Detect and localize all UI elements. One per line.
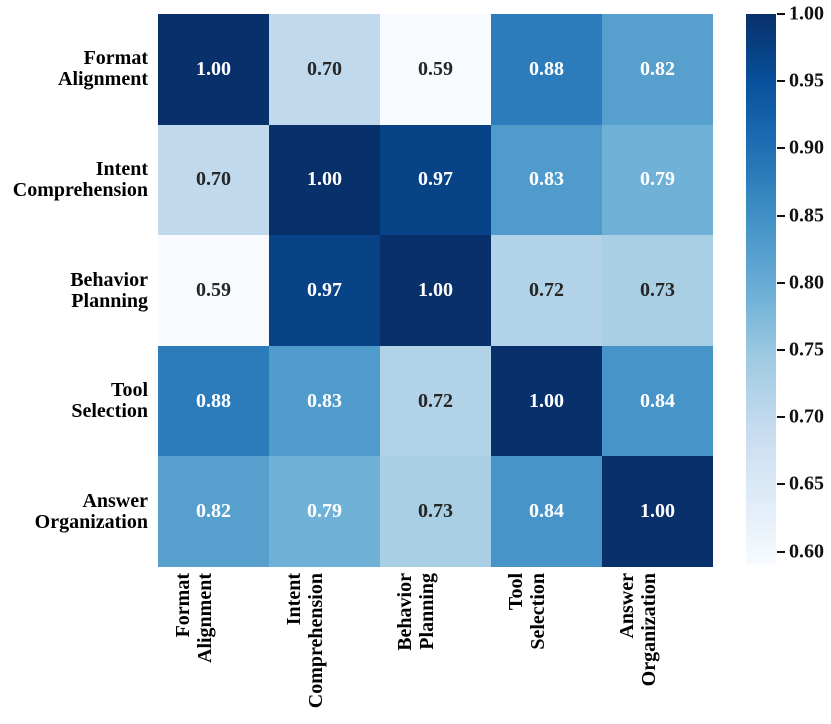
colorbar-tick-mark <box>777 214 785 217</box>
colorbar-tick-mark <box>777 147 785 150</box>
heatmap-cell: 0.70 <box>269 14 380 125</box>
colorbar-gradient <box>746 14 776 565</box>
heatmap-cell: 0.88 <box>491 14 602 125</box>
heatmap-cell: 0.59 <box>380 14 491 125</box>
heatmap-cell: 0.70 <box>158 124 269 236</box>
colorbar-tick-mark <box>777 80 785 83</box>
heatmap-cell: 0.59 <box>158 235 269 346</box>
heatmap-grid: 1.00 0.70 0.59 0.88 0.82 0.70 1.00 0.97 0.83 0.79… <box>158 14 713 567</box>
heatmap-cell: 0.88 <box>158 345 269 457</box>
col-label-text: Answer Organization <box>615 573 660 687</box>
heatmap-cell: 0.83 <box>491 124 602 236</box>
heatmap-cell: 0.72 <box>380 345 491 457</box>
colorbar-tick-mark <box>777 550 785 553</box>
colorbar-tick-label: 1.00 <box>789 2 824 25</box>
heatmap-cell: 0.82 <box>602 14 713 125</box>
colorbar-tick-label: 0.70 <box>789 405 824 428</box>
colorbar-tick-mark <box>777 416 785 419</box>
heatmap-cell: 0.79 <box>602 124 713 236</box>
heatmap-cell: 1.00 <box>158 14 269 125</box>
heatmap-cell: 0.72 <box>491 235 602 346</box>
colorbar-tick-mark <box>777 281 785 284</box>
heatmap-cell: 0.97 <box>269 235 380 346</box>
colorbar-tick-mark <box>777 348 785 351</box>
col-label-text: Behavior Planning <box>393 573 438 651</box>
heatmap-cell: 0.84 <box>491 456 602 567</box>
heatmap-cell: 0.84 <box>602 345 713 457</box>
heatmap-cell: 1.00 <box>491 345 602 457</box>
colorbar-tick-label: 0.65 <box>789 472 824 495</box>
colorbar-tick-mark <box>777 13 785 15</box>
colorbar-tick-label: 0.75 <box>789 338 824 361</box>
colorbar-tick-label: 0.80 <box>789 271 824 294</box>
row-label: Intent Comprehension <box>12 157 148 201</box>
heatmap-cell: 0.73 <box>380 456 491 567</box>
heatmap-cell: 0.79 <box>269 456 380 567</box>
row-label: Tool Selection <box>71 379 148 423</box>
colorbar-tick-label: 0.95 <box>789 69 824 92</box>
col-label-text: Tool Selection <box>504 573 549 650</box>
colorbar-tick-label: 0.90 <box>789 136 824 159</box>
row-label: Format Alignment <box>58 47 148 91</box>
row-label: Behavior Planning <box>70 268 148 312</box>
colorbar-tick-mark <box>777 483 785 486</box>
heatmap-cell: 1.00 <box>269 124 380 236</box>
heatmap-cell: 0.82 <box>158 456 269 567</box>
heatmap-cell: 0.97 <box>380 124 491 236</box>
heatmap-cell: 0.73 <box>602 235 713 346</box>
row-label: Answer Organization <box>34 489 148 533</box>
col-label-text: Intent Comprehension <box>282 573 327 709</box>
heatmap-cell: 0.83 <box>269 345 380 457</box>
col-label-text: Format Alignment <box>171 573 216 663</box>
colorbar-tick-label: 0.85 <box>789 204 824 227</box>
heatmap-cell: 1.00 <box>380 235 491 346</box>
colorbar-tick-label: 0.60 <box>789 540 824 563</box>
heatmap-cell: 1.00 <box>602 456 713 567</box>
